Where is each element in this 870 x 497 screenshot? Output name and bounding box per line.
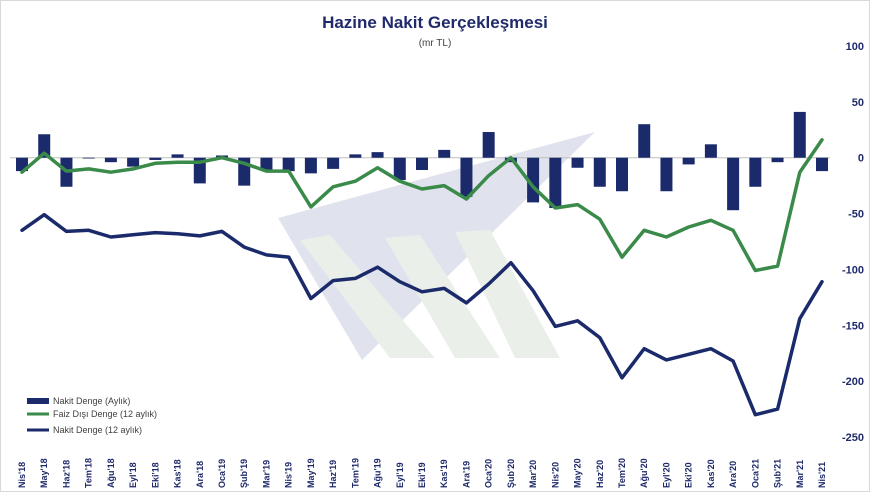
x-tick-label: Şub'20 — [506, 459, 516, 488]
y-tick-label: 0 — [858, 153, 864, 165]
x-tick-label: Eki'20 — [684, 462, 694, 488]
bar-nakit-denge-aylik — [660, 157, 673, 192]
watermark-shape-2 — [300, 235, 435, 358]
x-tick-label: Ara'19 — [461, 461, 471, 488]
bar-nakit-denge-aylik — [616, 157, 628, 192]
bar-nakit-denge-aylik — [549, 157, 562, 208]
x-tick-label: Kas'19 — [439, 459, 449, 488]
x-tick-label: Mar'19 — [261, 460, 271, 488]
line-series — [20, 138, 824, 417]
watermark-shape-1 — [278, 132, 595, 360]
watermark-logo — [278, 132, 595, 360]
bar-nakit-denge-aylik — [771, 157, 784, 163]
y-tick-label: -200 — [842, 376, 864, 388]
x-tick-label: Nis'18 — [17, 462, 27, 488]
x-tick-label: Mar'21 — [795, 460, 805, 488]
bar-nakit-denge-aylik — [682, 157, 695, 165]
y-tick-label: -50 — [848, 209, 864, 221]
x-tick-label: Ağu'19 — [373, 458, 383, 488]
legend-swatch-bar — [27, 398, 49, 404]
y-tick-label: 100 — [846, 41, 864, 53]
y-tick-label: -150 — [842, 320, 864, 332]
bar-nakit-denge-aylik — [393, 157, 406, 181]
bar-nakit-denge-aylik — [193, 157, 206, 184]
x-tick-label: Kas'18 — [173, 459, 183, 488]
x-tick-label: May'20 — [573, 458, 583, 488]
bar-nakit-denge-aylik — [104, 157, 117, 163]
line-faiz-disi-denge — [20, 138, 824, 273]
legend-label-line-blue: Nakit Denge (12 aylık) — [53, 425, 142, 435]
x-tick-label: Şub'19 — [239, 459, 249, 488]
x-tick-label: Eyl'18 — [128, 462, 138, 488]
bar-nakit-denge-aylik — [704, 144, 717, 158]
y-tick-label: -100 — [842, 264, 864, 276]
bar-nakit-denge-aylik — [793, 111, 806, 158]
x-tick-label: Ağu'20 — [639, 458, 649, 488]
bar-nakit-denge-aylik — [149, 157, 162, 160]
bar-nakit-denge-aylik — [304, 157, 317, 174]
bar-nakit-denge-aylik — [260, 157, 273, 171]
x-tick-label: Tem'20 — [617, 458, 627, 488]
line-nakit-denge-12-aylik — [20, 212, 824, 417]
x-tick-label: Oca'21 — [750, 459, 760, 488]
x-tick-label: Haz'19 — [328, 460, 338, 488]
x-tick-label: Kas'20 — [706, 459, 716, 488]
legend-label-line-green: Faiz Dışı Denge (12 aylık) — [53, 409, 157, 419]
bar-nakit-denge-aylik — [438, 149, 451, 158]
bar-nakit-denge-aylik — [371, 152, 384, 158]
bar-nakit-denge-aylik — [416, 157, 428, 171]
x-tick-label: Eki'18 — [150, 462, 160, 488]
chart-subtitle: (mr TL) — [419, 38, 452, 49]
y-tick-label: -250 — [842, 432, 864, 444]
x-tick-label: Oca'19 — [217, 459, 227, 488]
bar-nakit-denge-aylik — [638, 124, 651, 158]
y-tick-label: 50 — [852, 97, 864, 109]
bar-nakit-denge-aylik — [282, 157, 295, 172]
x-tick-label: Haz'18 — [61, 460, 71, 488]
bar-nakit-denge-aylik — [593, 157, 606, 187]
x-tick-label: Eki'19 — [417, 462, 427, 488]
bar-nakit-denge-aylik — [727, 157, 740, 211]
x-tick-label: Eyl'20 — [661, 462, 671, 488]
x-tick-label: May'18 — [39, 458, 49, 488]
x-tick-label: Nis'21 — [817, 462, 827, 488]
chart-title: Hazine Nakit Gerçekleşmesi — [322, 13, 548, 32]
x-tick-label: May'19 — [306, 458, 316, 488]
x-tick-label: Tem'18 — [84, 458, 94, 488]
x-tick-label: Nis'19 — [284, 462, 294, 488]
watermark-shape-3 — [385, 235, 500, 358]
legend-label-bar: Nakit Denge (Aylık) — [53, 396, 130, 406]
bar-nakit-denge-aylik — [482, 132, 495, 158]
bar-nakit-denge-aylik — [460, 157, 473, 197]
bar-nakit-denge-aylik — [571, 157, 584, 168]
x-tick-label: Ara'20 — [728, 461, 738, 488]
x-tick-label: Haz'20 — [595, 460, 605, 488]
bar-nakit-denge-aylik — [82, 157, 95, 159]
x-tick-label: Mar'20 — [528, 460, 538, 488]
bar-nakit-denge-aylik — [327, 157, 340, 169]
x-tick-label: Ara'18 — [195, 461, 205, 488]
bar-nakit-denge-aylik — [127, 157, 140, 167]
bar-nakit-denge-aylik — [171, 154, 184, 158]
bar-nakit-denge-aylik — [38, 134, 51, 158]
watermark-shape-4 — [455, 230, 560, 358]
bar-nakit-denge-aylik — [349, 154, 362, 158]
x-axis: Nis'18 May'18 Haz'18 Tem'18 Ağu'18 Eyl'18 Eki'… — [17, 458, 827, 488]
x-tick-label: Oca'20 — [484, 459, 494, 488]
x-tick-label: Eyl'19 — [395, 462, 405, 488]
x-tick-label: Ağu'18 — [106, 458, 116, 488]
x-tick-label: Şub'21 — [773, 459, 783, 488]
bar-nakit-denge-aylik — [749, 157, 762, 187]
legend: Nakit Denge (Aylık) Faiz Dışı Denge (12 … — [27, 396, 157, 435]
x-tick-label: Nis'20 — [550, 462, 560, 488]
x-tick-label: Tem'19 — [350, 458, 360, 488]
bar-nakit-denge-aylik — [816, 157, 828, 172]
